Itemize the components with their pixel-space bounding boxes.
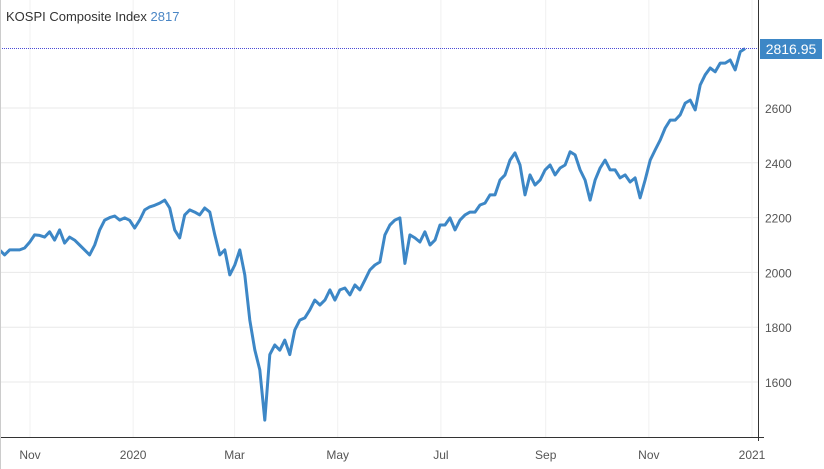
y-tick-label: 2200 (765, 212, 792, 226)
x-tick-label: 2020 (120, 448, 147, 462)
x-tick-label: May (326, 448, 349, 462)
chart-title-value: 2817 (150, 9, 180, 24)
y-tick-label: 2000 (765, 266, 792, 280)
grid-lines (0, 0, 758, 437)
x-tick-label: Mar (224, 448, 245, 462)
x-tick-label: Nov (638, 448, 659, 462)
x-tick-label: Nov (19, 448, 40, 462)
series-line (0, 47, 747, 422)
last-price-tag: 2816.95 (760, 38, 822, 59)
y-tick-label: 2600 (765, 102, 792, 116)
y-tick-label: 1600 (765, 376, 792, 390)
y-tick-label: 1800 (765, 321, 792, 335)
chart-title: KOSPI Composite Index 2817 (6, 9, 179, 24)
chart-title-text: KOSPI Composite Index (6, 9, 147, 24)
x-axis-labels: Nov 2020 Mar May Jul Sep Nov 2021 (19, 448, 765, 462)
x-tick-label: 2021 (739, 448, 766, 462)
y-axis-labels: 1600 1800 2000 2200 2400 2600 (765, 102, 792, 390)
x-tick-label: Sep (535, 448, 557, 462)
y-tick-label: 2400 (765, 157, 792, 171)
x-tick-label: Jul (433, 448, 448, 462)
